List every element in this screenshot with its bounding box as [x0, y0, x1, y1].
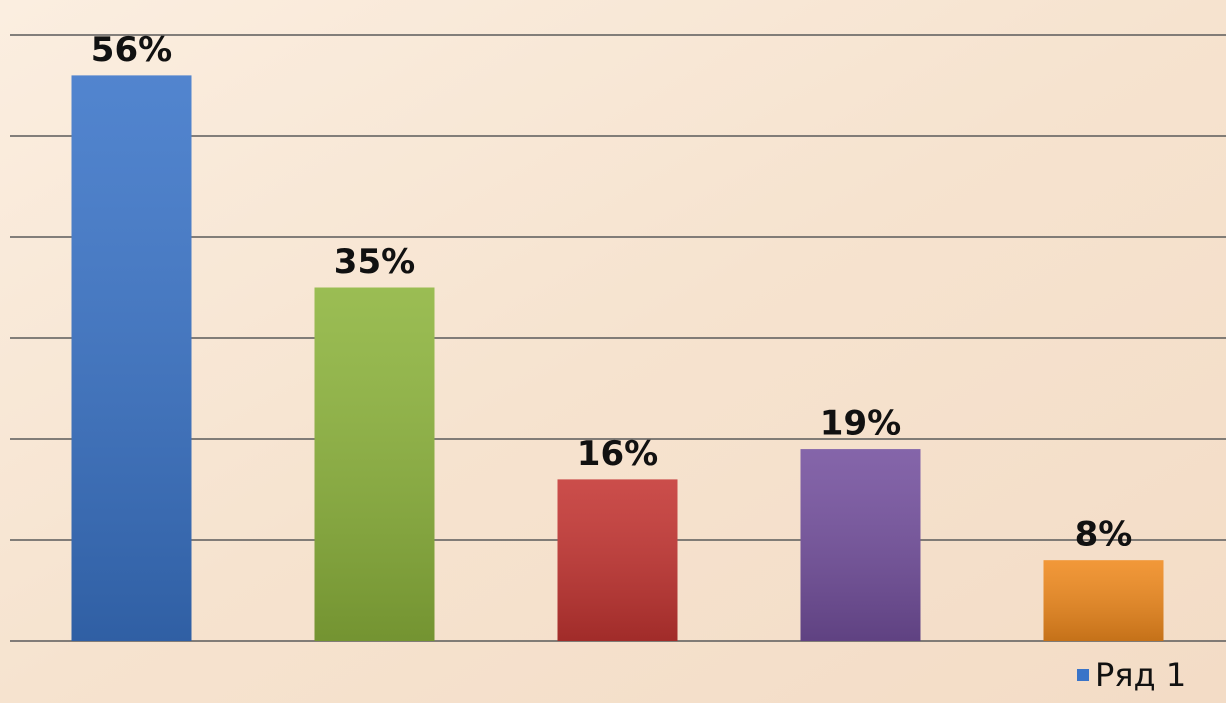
- page: 56%35%16%19%8%Ряд 1 (() => { const data …: [0, 0, 1226, 703]
- legend-label: Ряд 1: [1095, 656, 1186, 694]
- data-label: 19%: [820, 404, 901, 444]
- bar: [1044, 560, 1164, 641]
- data-label: 16%: [577, 434, 658, 474]
- data-label: 35%: [334, 242, 415, 282]
- bar: [558, 479, 678, 641]
- legend-swatch: [1077, 669, 1089, 681]
- bar: [72, 75, 192, 641]
- bar: [315, 288, 435, 642]
- data-label: 56%: [91, 30, 172, 70]
- bar: [801, 449, 921, 641]
- chart: 56% 35% 16% 19% 8% Ряд 1: [0, 0, 1226, 703]
- data-label: 8%: [1075, 515, 1133, 555]
